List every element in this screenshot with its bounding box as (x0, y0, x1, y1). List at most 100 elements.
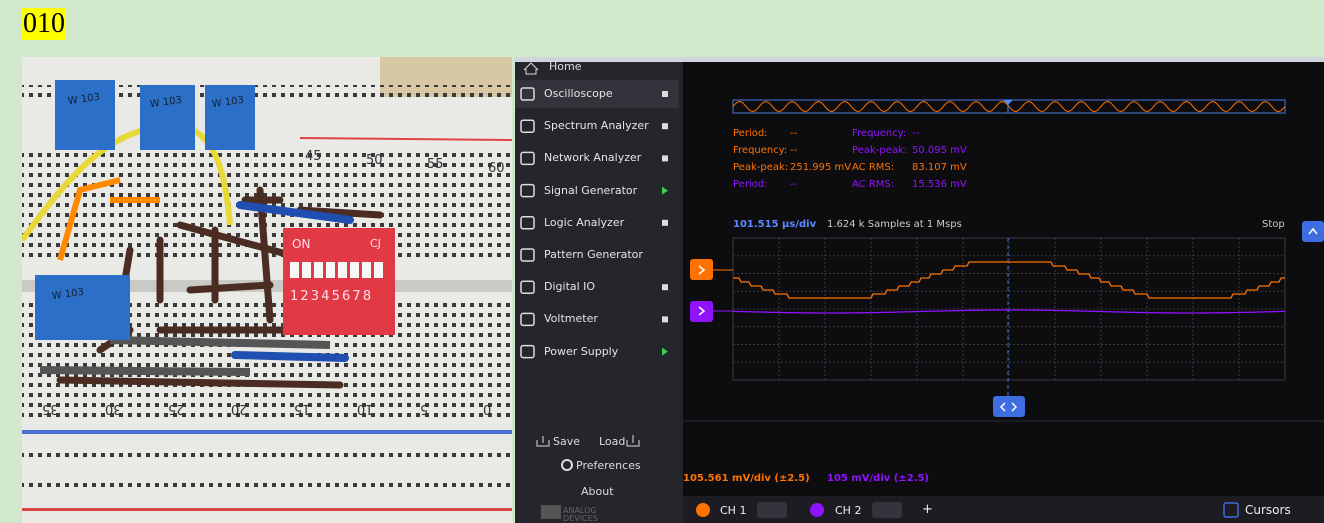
menu-icon (520, 312, 535, 327)
shape (690, 301, 713, 322)
shape (1302, 221, 1324, 242)
photo (22, 57, 512, 523)
shape (515, 80, 679, 108)
shape (290, 262, 299, 278)
board-number: 25 (168, 401, 185, 416)
shape-path (698, 265, 706, 316)
measure-label: AC RMS: (852, 162, 895, 173)
menu-home: Home (549, 60, 582, 73)
shape-path (732, 309, 1286, 314)
measure-label: Peak-peak: (733, 162, 789, 173)
measure-label: Frequency: (733, 145, 788, 156)
channel-button[interactable]: CH 2 (835, 504, 862, 517)
load-icon (626, 435, 640, 447)
channel-scale: 105 mV/div (±2.5) (827, 473, 929, 484)
measure-label: Period: (733, 128, 768, 139)
board-number: 30 (105, 401, 122, 416)
shape (872, 502, 902, 518)
menu-icon (520, 280, 535, 294)
time-base: 101.515 µs/div (733, 219, 817, 230)
home-icon (523, 62, 539, 75)
state-stopped (662, 316, 668, 323)
pref-icon (561, 459, 573, 471)
board-number: 20 (231, 401, 248, 416)
menu-icon (520, 344, 535, 359)
switch-text: CJ (370, 237, 381, 250)
shape-path (231, 201, 354, 362)
state-stopped (662, 219, 668, 226)
state-running (662, 186, 668, 195)
shape (696, 503, 710, 517)
shape-path (999, 402, 1018, 412)
shape (22, 508, 512, 511)
menu-item[interactable]: Logic Analyzer (544, 215, 625, 229)
state-stopped (662, 155, 668, 162)
menu-item[interactable]: Pattern Generator (544, 248, 643, 261)
shape (683, 496, 1324, 523)
measure-label: AC RMS: (852, 179, 895, 190)
shape (35, 275, 130, 340)
shape (374, 262, 383, 278)
add-channel[interactable]: + (922, 502, 933, 517)
run-state[interactable]: Stop (1262, 219, 1285, 230)
channel-scale: 105.561 mV/div (±2.5) (683, 473, 810, 484)
menu-item[interactable]: Voltmeter (544, 312, 598, 326)
menu-icon (520, 183, 535, 198)
menu-item[interactable]: Oscilloscope (544, 87, 613, 100)
menu-item[interactable]: Network Analyzer (544, 151, 642, 165)
measure-label: Period: (733, 179, 768, 190)
shape (55, 80, 115, 150)
channel-button[interactable]: CH 1 (720, 504, 747, 517)
shape-path (733, 261, 1285, 299)
shape (810, 503, 824, 517)
preferences[interactable]: Preferences (576, 459, 641, 472)
shape (22, 480, 512, 492)
shape (1223, 502, 1239, 518)
shape (22, 430, 512, 434)
cursors[interactable]: Cursors (1245, 503, 1291, 517)
switch-text: ON (292, 237, 311, 251)
board-number: 5 (420, 401, 429, 416)
menu-icon (520, 151, 535, 166)
about[interactable]: About (581, 485, 614, 498)
shape (350, 262, 359, 278)
shape (683, 57, 1324, 496)
menu-item[interactable]: Power Supply (544, 344, 619, 358)
shape-path (39, 336, 331, 376)
board-number: 60 (488, 161, 505, 176)
shape (299, 137, 512, 141)
samples: 1.624 k Samples at 1 Msps (827, 219, 962, 230)
measure-value: -- (912, 128, 920, 139)
measure-label: Frequency: (852, 128, 907, 139)
state-stopped (662, 284, 668, 291)
measure-value: -- (790, 128, 798, 139)
board-number: 45 (305, 149, 322, 164)
logo: ANALOG DEVICES (563, 506, 598, 523)
state-stopped (662, 91, 668, 97)
board-number: 55 (427, 157, 444, 172)
save[interactable]: Save (553, 435, 581, 448)
shape-path (57, 177, 121, 261)
measure-value: -- (790, 145, 798, 156)
menu-item[interactable]: Signal Generator (544, 183, 638, 197)
shape (283, 228, 395, 335)
menu-item[interactable]: Spectrum Analyzer (544, 119, 649, 133)
board-number: 10 (357, 401, 374, 416)
state-running (662, 347, 668, 356)
board-number: 50 (366, 153, 383, 168)
shape (314, 262, 323, 278)
load[interactable]: Load (599, 435, 626, 448)
board-number: 0 (483, 401, 492, 416)
board-number: 15 (294, 401, 311, 416)
menu-icon (520, 119, 535, 133)
save-icon (536, 436, 550, 447)
switch-text: 1 2 3 4 5 6 7 8 (290, 289, 371, 304)
menu-item[interactable]: Digital IO (544, 280, 596, 294)
shape-path (1308, 227, 1318, 235)
menu-icon (520, 248, 535, 262)
label: 010 (22, 8, 66, 40)
shape (690, 259, 713, 280)
shape (993, 396, 1025, 417)
